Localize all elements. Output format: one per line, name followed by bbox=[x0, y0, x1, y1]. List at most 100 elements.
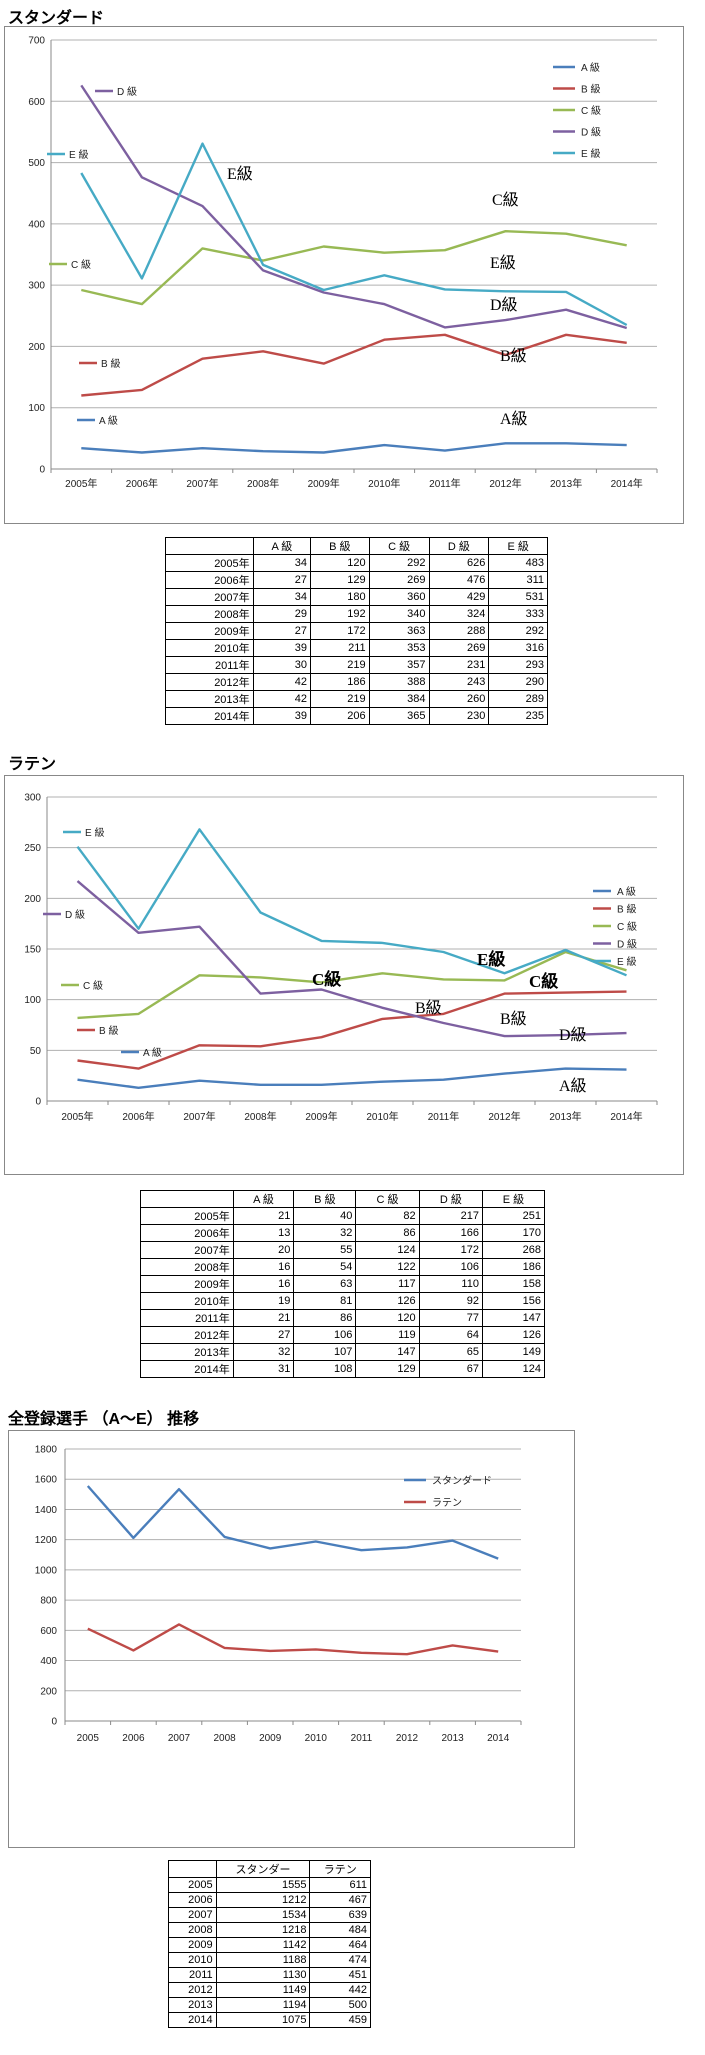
x-tick-label: 2014年 bbox=[610, 1110, 642, 1123]
table-cell: 2010年 bbox=[140, 1292, 234, 1310]
y-tick-label: 400 bbox=[40, 1656, 57, 1667]
table-cell: 1142 bbox=[215, 1937, 311, 1953]
table-cell: 289 bbox=[488, 690, 548, 708]
table-cell: 2011 bbox=[168, 1967, 217, 1983]
table-cell: 292 bbox=[488, 622, 548, 640]
table-header-cell: ラテン bbox=[309, 1860, 371, 1878]
table-cell: 124 bbox=[481, 1360, 546, 1378]
annotation: E級 bbox=[477, 949, 505, 969]
x-tick-label: 2010年 bbox=[366, 1110, 398, 1123]
table-cell: 243 bbox=[428, 673, 490, 691]
table-cell: 2014年 bbox=[140, 1360, 234, 1378]
series-line-4 bbox=[80, 142, 628, 327]
table-cell: 2008年 bbox=[140, 1258, 234, 1276]
table-cell: 32 bbox=[232, 1343, 295, 1361]
table-cell: 106 bbox=[293, 1326, 357, 1344]
table-cell: 2013 bbox=[168, 1997, 217, 2013]
table-header-cell: D 級 bbox=[428, 537, 490, 555]
table-cell: 365 bbox=[368, 707, 430, 725]
table-header-cell bbox=[165, 537, 254, 555]
table-cell: 149 bbox=[481, 1343, 546, 1361]
chart-standard: 0 100 200 300 400 500 600 700 2005年 2006年 2007年 200… bbox=[4, 26, 684, 524]
table-cell: 293 bbox=[488, 656, 548, 674]
annotation: B級 bbox=[500, 347, 527, 365]
table-cell: 1149 bbox=[215, 1982, 311, 1998]
table-cell: 2006年 bbox=[165, 571, 254, 589]
table-cell: 42 bbox=[252, 690, 312, 708]
table-cell: 32 bbox=[293, 1224, 357, 1242]
table-cell: 2014 bbox=[168, 2012, 217, 2028]
table-cell: 20 bbox=[232, 1241, 295, 1259]
x-tick-label: 2005年 bbox=[65, 477, 97, 490]
table-cell: 2007年 bbox=[165, 588, 254, 606]
table-cell: 483 bbox=[488, 554, 548, 572]
table-cell: 2005年 bbox=[165, 554, 254, 572]
chart-total: 0 200 400 600 800 1000 1200 1400 1600 1800 2005 200… bbox=[8, 1430, 575, 1848]
legend-entry: E 級 bbox=[617, 955, 636, 968]
x-tick-label: 2011年 bbox=[428, 1110, 460, 1123]
chart-standard-svg: 0 100 200 300 400 500 600 700 2005年 2006年 2007年 200… bbox=[28, 36, 658, 490]
table-cell: 107 bbox=[293, 1343, 357, 1361]
table-cell: 27 bbox=[252, 622, 312, 640]
table-cell: 63 bbox=[293, 1275, 357, 1293]
table-row: 2010 1188 474 bbox=[168, 1952, 371, 1968]
table-cell: 42 bbox=[252, 673, 312, 691]
table-row: 2006年 13 32 86 166 170 bbox=[140, 1224, 546, 1242]
table-row: 2012年 27 106 119 64 126 bbox=[140, 1326, 546, 1344]
series-line-2 bbox=[77, 950, 627, 1020]
table-cell: 484 bbox=[309, 1922, 371, 1938]
table-cell: 353 bbox=[368, 639, 430, 657]
table-cell: 360 bbox=[368, 588, 430, 606]
table-header-cell: E 級 bbox=[481, 1190, 546, 1208]
table-cell: 268 bbox=[481, 1241, 546, 1259]
table-cell: 429 bbox=[428, 588, 490, 606]
x-tick-label: 2010 bbox=[305, 1733, 328, 1744]
y-tick-label: 100 bbox=[24, 995, 41, 1006]
inline-label: B 級 bbox=[99, 1024, 118, 1037]
table-cell: 13 bbox=[232, 1224, 295, 1242]
table-header-cell: C 級 bbox=[368, 537, 430, 555]
table-header-cell: B 級 bbox=[293, 1190, 357, 1208]
table-cell: 2006 bbox=[168, 1892, 217, 1908]
table-cell: 1534 bbox=[215, 1907, 311, 1923]
legend-entry: ラテン bbox=[432, 1497, 462, 1509]
table-header-cell: A 級 bbox=[232, 1190, 295, 1208]
x-tick-label: 2014年 bbox=[611, 477, 643, 490]
table-cell: 65 bbox=[418, 1343, 483, 1361]
table-cell: 219 bbox=[310, 690, 370, 708]
table-cell: 2010年 bbox=[165, 639, 254, 657]
x-tick-label: 2011年 bbox=[429, 477, 461, 490]
table-cell: 129 bbox=[355, 1360, 420, 1378]
table-row: 2005年 21 40 82 217 251 bbox=[140, 1207, 546, 1225]
y-tick-label: 0 bbox=[35, 1097, 41, 1108]
table-row: 2014 1075 459 bbox=[168, 2012, 371, 2028]
table-cell: 117 bbox=[355, 1275, 420, 1293]
x-tick-label: 2009年 bbox=[308, 477, 340, 490]
table-cell: 2011年 bbox=[165, 656, 254, 674]
table-cell: 531 bbox=[488, 588, 548, 606]
table-cell: 186 bbox=[310, 673, 370, 691]
table-cell: 2005 bbox=[168, 1877, 217, 1893]
y-tick-label: 500 bbox=[28, 158, 45, 169]
table-cell: 166 bbox=[418, 1224, 483, 1242]
x-tick-label: 2005年 bbox=[61, 1110, 93, 1123]
legend-entry: D 級 bbox=[581, 126, 601, 139]
table-cell: 1555 bbox=[215, 1877, 311, 1893]
x-tick-label: 2010年 bbox=[368, 477, 400, 490]
y-tick-label: 600 bbox=[28, 97, 45, 108]
table-cell: 1212 bbox=[215, 1892, 311, 1908]
y-tick-label: 200 bbox=[24, 894, 41, 905]
table-row: 2009年 16 63 117 110 158 bbox=[140, 1275, 546, 1293]
table-cell: 288 bbox=[428, 622, 490, 640]
table-cell: 333 bbox=[488, 605, 548, 623]
x-tick-label: 2011 bbox=[351, 1733, 373, 1744]
x-tick-label: 2013年 bbox=[550, 477, 582, 490]
table-cell: 639 bbox=[309, 1907, 371, 1923]
series-line-1 bbox=[77, 990, 627, 1070]
table-cell: 2011年 bbox=[140, 1309, 234, 1327]
table-row: 2007年 34 180 360 429 531 bbox=[165, 588, 548, 606]
y-tick-label: 1600 bbox=[35, 1475, 58, 1486]
table-cell: 476 bbox=[428, 571, 490, 589]
table-row: 2014年 31 108 129 67 124 bbox=[140, 1360, 546, 1378]
